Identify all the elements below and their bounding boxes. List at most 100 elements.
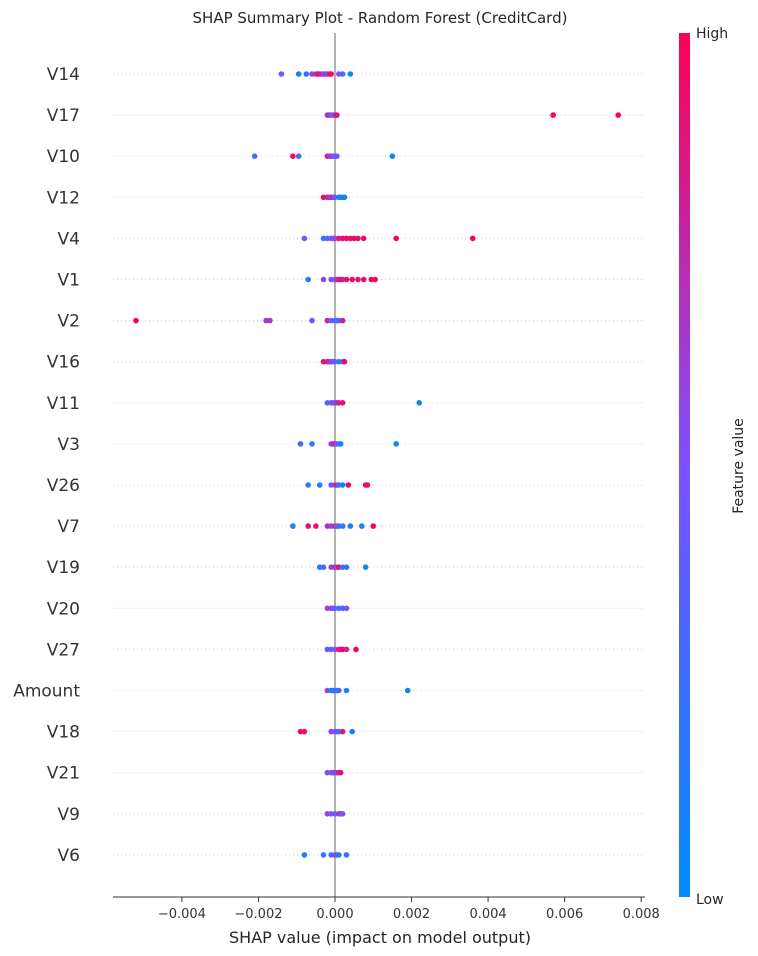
x-tick-label: 0.006 [546,907,583,922]
shap-point [316,482,323,488]
shap-point [301,728,308,735]
shap-point [347,523,354,529]
feature-label: V2 [58,312,80,332]
shap-point [393,441,400,447]
shap-point [305,276,311,283]
feature-label: V21 [47,764,80,784]
shap-point [328,646,334,653]
x-tick-label: 0.004 [469,907,506,922]
shap-point [336,358,342,365]
shap-point [336,564,342,570]
shap-point [336,523,342,529]
x-tick-label: 0.002 [393,907,430,922]
feature-label: V16 [47,353,80,373]
shap-point [336,852,342,858]
shap-point [309,441,315,447]
shap-point [334,112,340,118]
shap-point [303,71,310,77]
shap-point [297,441,304,447]
x-tick-label: −0.004 [158,907,206,922]
shap-point [297,728,304,735]
shap-point [328,564,334,570]
shap-point [339,317,346,324]
shap-point [324,400,331,406]
shap-point [339,605,346,612]
feature-label: Amount [13,682,80,702]
shap-point [334,153,340,159]
feature-label: V9 [58,805,80,825]
shap-point [343,852,350,858]
shap-point [332,605,338,612]
shap-point [364,482,371,488]
shap-point [251,153,258,159]
shap-point [343,235,350,242]
feature-label: V26 [47,476,80,496]
shap-point [313,523,319,529]
shap-point [339,811,346,817]
feature-label: V20 [47,599,80,619]
shap-point [332,646,338,653]
shap-point [320,235,327,242]
shap-point [320,564,327,570]
shap-point [339,564,346,570]
shap-point [337,441,344,447]
feature-label: V18 [47,723,80,743]
shap-point [358,523,365,529]
shap-point [295,71,302,77]
feature-label: V6 [58,846,80,866]
shap-point [404,687,411,694]
x-tick-label: −0.002 [234,907,282,922]
feature-label: V17 [47,106,80,126]
shap-point [332,358,338,365]
shap-point [389,153,396,159]
shap-point [324,646,331,653]
shap-point [309,317,315,324]
shap-point [368,276,375,283]
shap-point [328,852,334,858]
shap-point [347,235,354,242]
x-tick-label: 0.000 [316,907,353,922]
shap-points [133,71,622,858]
shap-point [469,235,476,242]
shap-point [339,646,346,653]
shap-point [355,235,361,242]
shap-point [316,564,323,570]
shap-point [328,317,334,324]
shap-point [416,400,422,406]
feature-label: V4 [58,229,80,249]
shap-point [328,71,334,77]
shap-point [355,276,361,283]
shap-point [336,482,342,488]
shap-point [290,153,296,159]
shap-point [351,235,357,242]
shap-point [339,482,346,488]
shap-point [324,687,331,694]
shap-point [328,811,334,817]
shap-point [393,235,400,242]
shap-point [336,728,342,735]
shap-point [320,276,327,283]
colorbar [679,33,690,897]
shap-point [339,523,346,529]
feature-label: V3 [58,435,80,455]
shap-point [339,235,346,242]
shap-point [324,523,331,529]
shap-point [339,728,346,735]
shap-point [360,235,367,242]
shap-point [305,482,311,488]
feature-label: V14 [47,65,80,85]
shap-point [332,194,338,201]
feature-rows: V14 V17 V10 V12 V4 V1 V2 V16 V11 V3 V26 V7 V19 V20 V27… [13,65,645,866]
feature-label: V27 [47,640,80,660]
shap-point [305,523,311,529]
shap-point [550,112,556,118]
shap-point [328,523,334,529]
shap-point [339,276,346,283]
shap-point [278,71,285,77]
shap-point [328,482,334,488]
shap-point [328,728,334,735]
colorbar-label: Feature value [731,418,747,514]
shap-point [343,687,350,694]
x-tick-label: 0.008 [623,907,660,922]
